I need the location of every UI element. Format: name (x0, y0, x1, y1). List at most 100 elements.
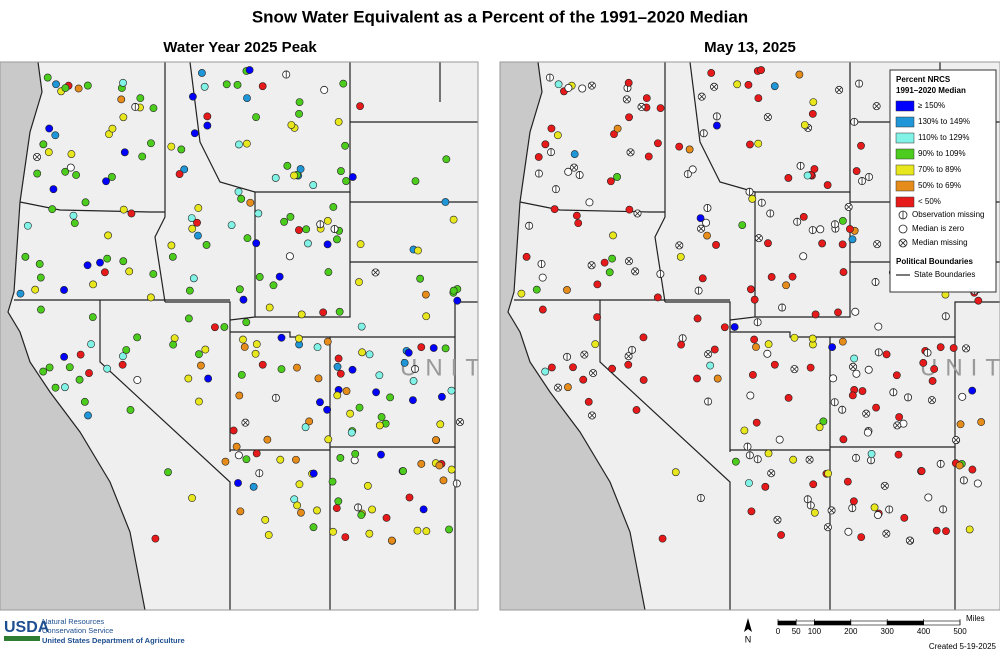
station (269, 281, 278, 290)
station (442, 155, 451, 164)
symbol-line (632, 268, 638, 275)
station (808, 109, 817, 118)
logo-bar (4, 636, 40, 641)
station-missing (775, 435, 784, 444)
station (356, 240, 365, 249)
station (838, 216, 847, 225)
station (422, 527, 431, 536)
station-missing (133, 375, 142, 384)
station (754, 139, 763, 148)
symbol-line (953, 437, 959, 443)
station (108, 173, 116, 181)
station (336, 369, 345, 378)
station (118, 360, 127, 369)
station (730, 323, 739, 331)
station (808, 334, 817, 343)
station-missing (898, 224, 908, 234)
station-missing (234, 451, 243, 460)
station (857, 141, 865, 150)
station (252, 340, 261, 349)
station (522, 252, 531, 261)
station (342, 387, 351, 395)
station (693, 314, 702, 323)
legend-swatch (895, 164, 915, 176)
station (342, 177, 351, 185)
station (184, 374, 193, 383)
symbol-line (963, 345, 969, 352)
station (569, 363, 577, 372)
station (36, 273, 45, 282)
station (175, 170, 184, 178)
station (227, 221, 236, 229)
station (761, 482, 770, 491)
legend-subtitle: Political Boundaries (896, 257, 973, 266)
legend-label: Median is zero (912, 224, 965, 233)
station (848, 391, 857, 400)
station (547, 363, 556, 372)
station (49, 185, 58, 194)
station-missing (924, 493, 933, 502)
station (190, 129, 199, 138)
station (789, 455, 798, 464)
legend-swatch (895, 100, 915, 112)
station (276, 455, 285, 464)
station (119, 78, 127, 87)
station (133, 333, 142, 342)
station (746, 285, 755, 294)
station (211, 323, 219, 332)
station (409, 377, 418, 385)
station (287, 121, 296, 129)
station (591, 340, 600, 349)
station (357, 322, 366, 331)
station (329, 527, 337, 536)
station (239, 335, 247, 344)
station (744, 80, 753, 89)
symbol-line (863, 410, 870, 417)
scale-segment (850, 620, 888, 626)
station (438, 392, 446, 401)
symbol-line (765, 114, 771, 120)
station (928, 377, 937, 385)
station (656, 104, 665, 113)
station (167, 142, 176, 151)
station (44, 148, 53, 157)
station (313, 506, 321, 515)
station (764, 239, 772, 248)
symbol-line (676, 242, 683, 249)
symbol-line (705, 351, 711, 357)
station (188, 494, 196, 502)
station (382, 513, 391, 522)
station (203, 112, 212, 121)
station (405, 493, 414, 502)
station (432, 436, 440, 444)
symbol-line (874, 241, 880, 247)
scale-segment (777, 620, 797, 626)
legend-label: ≥ 150% (918, 101, 945, 110)
station (293, 363, 301, 372)
station (242, 318, 251, 327)
station (445, 525, 453, 534)
station (119, 352, 127, 361)
station (292, 455, 300, 464)
station (417, 343, 426, 352)
station (593, 280, 602, 289)
station (249, 482, 258, 491)
scale-label: 50 (792, 627, 801, 636)
station (60, 286, 68, 294)
station (764, 449, 773, 458)
station (120, 148, 129, 157)
station (748, 194, 757, 203)
station (189, 274, 198, 283)
station (304, 239, 312, 248)
station (852, 167, 861, 175)
panel-frame (0, 61, 479, 611)
station (297, 310, 306, 319)
station (194, 204, 203, 212)
station (295, 109, 303, 118)
station (246, 198, 255, 207)
station (23, 221, 32, 230)
station (72, 171, 81, 179)
station (534, 153, 543, 161)
station (305, 417, 314, 426)
station (365, 529, 374, 538)
